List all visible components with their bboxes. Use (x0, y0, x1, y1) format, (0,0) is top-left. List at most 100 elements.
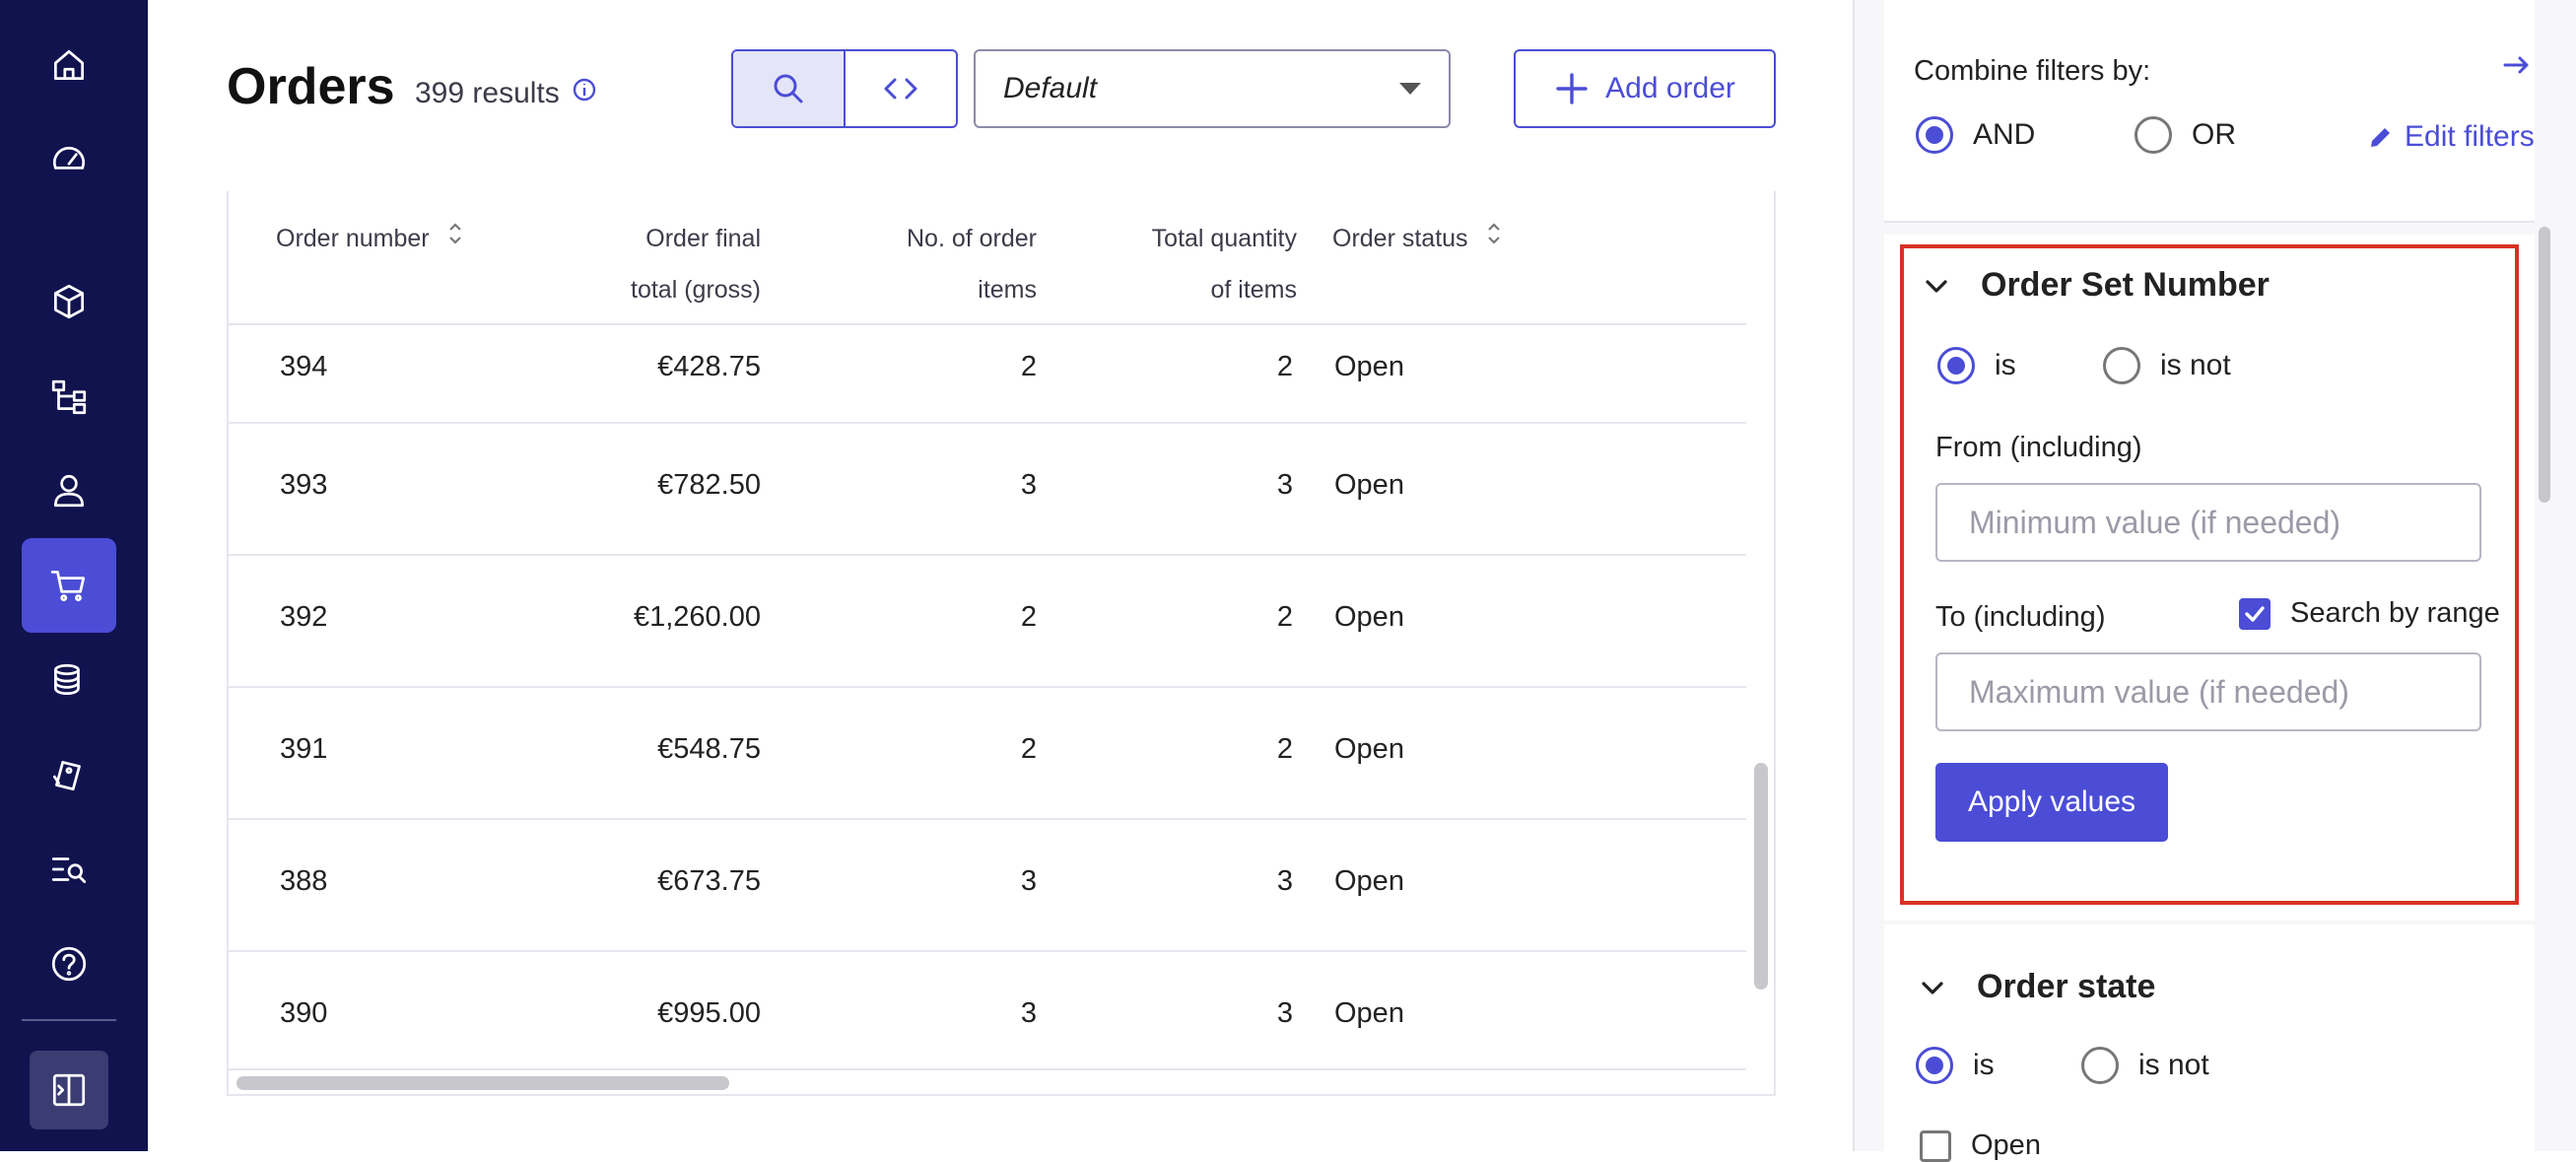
table-scroll-track (229, 1068, 1746, 1070)
check-icon (2245, 605, 2265, 622)
search-list-icon (51, 857, 87, 883)
cell-order-number: 392 (280, 601, 328, 633)
collapse-sidebar-button[interactable] (30, 1051, 108, 1129)
panel-divider (1853, 0, 1855, 1151)
add-order-label: Add order (1605, 72, 1735, 104)
view-select[interactable]: Default (974, 49, 1451, 128)
panel-scrollbar[interactable] (2539, 227, 2550, 503)
plus-icon (1556, 73, 1588, 104)
cell-order-status: Open (1334, 733, 1404, 765)
cell-order-items: 2 (1020, 733, 1037, 765)
column-order-number[interactable]: Order number (276, 213, 464, 265)
radio-is-dot (1937, 347, 1975, 384)
navigation-rail (0, 0, 148, 1151)
cell-order-total: €1,260.00 (633, 601, 761, 633)
to-label: To (including) (1935, 601, 2106, 633)
radio-and[interactable]: AND (1916, 116, 2035, 154)
column-order-items[interactable]: No. of order items (906, 225, 1037, 304)
sort-icon[interactable] (446, 214, 464, 265)
code-icon (884, 78, 917, 100)
sort-icon[interactable] (1485, 214, 1503, 265)
cell-order-total: €548.75 (657, 733, 761, 765)
minimum-value-input[interactable]: Minimum value (if needed) (1935, 483, 2481, 562)
user-icon (53, 474, 85, 508)
maximum-value-input[interactable]: Maximum value (if needed) (1935, 652, 2481, 731)
radio-is-not[interactable]: is not (2103, 347, 2231, 384)
cell-order-number: 390 (280, 997, 328, 1029)
chevron-down-icon (1399, 83, 1421, 95)
cell-total-quantity: 3 (1276, 865, 1293, 897)
filter-order-set-number: Order Set Number is is not From (includi… (1884, 235, 2535, 921)
cell-total-quantity: 2 (1276, 733, 1293, 765)
apply-values-button[interactable]: Apply values (1935, 763, 2168, 842)
view-select-value: Default (1003, 72, 1098, 104)
chevron-down-icon (1922, 981, 1943, 994)
hierarchy-icon (51, 379, 87, 415)
cell-order-status: Open (1334, 997, 1404, 1029)
table-row[interactable]: 388 €673.75 3 3 Open (229, 820, 1746, 952)
radio-is[interactable]: is (1937, 347, 2016, 384)
cell-order-status: Open (1334, 865, 1404, 897)
radio-or-dot (2135, 116, 2172, 154)
table-row[interactable]: 390 €995.00 3 3 Open (229, 952, 1746, 1068)
table-header: Order number Order final total (gross) N… (229, 191, 1746, 325)
search-mode-button[interactable] (733, 51, 846, 126)
box-icon (53, 284, 85, 319)
search-by-range-checkbox[interactable]: Search by range (2239, 597, 2500, 630)
code-mode-button[interactable] (846, 51, 956, 126)
cell-total-quantity: 2 (1276, 351, 1293, 382)
pencil-icon (2371, 128, 2390, 147)
nav-finance[interactable] (22, 633, 116, 727)
radio-or[interactable]: OR (2135, 116, 2236, 154)
column-total-quantity[interactable]: Total quantity of items (1151, 225, 1297, 304)
add-order-button[interactable]: Add order (1514, 49, 1776, 128)
radio-is-not-dot (2081, 1047, 2119, 1084)
table-row[interactable]: 391 €548.75 2 2 Open (229, 688, 1746, 820)
table-row[interactable]: 392 €1,260.00 2 2 Open (229, 556, 1746, 688)
cell-order-items: 2 (1020, 351, 1037, 382)
radio-and-dot (1916, 116, 1953, 154)
info-icon[interactable] (572, 77, 597, 110)
cell-order-items: 3 (1020, 997, 1037, 1029)
nav-hierarchy[interactable] (22, 349, 116, 444)
cell-order-items: 3 (1020, 865, 1037, 897)
table-row[interactable]: 394 €428.75 2 2 Open (229, 325, 1746, 424)
radio-is[interactable]: is (1916, 1047, 1995, 1084)
cell-order-total: €995.00 (657, 997, 761, 1029)
cell-order-total: €428.75 (657, 351, 761, 382)
from-label: From (including) (1935, 432, 2142, 463)
edit-filters-link[interactable]: Edit filters (2367, 120, 2535, 154)
filter-order-set-number-header[interactable]: Order Set Number (1920, 266, 2270, 305)
nav-search[interactable] (22, 822, 116, 917)
arrow-right-icon (2503, 56, 2529, 74)
nav-help[interactable] (22, 917, 116, 1011)
nav-customers[interactable] (22, 444, 116, 538)
nav-promotions[interactable] (22, 727, 116, 822)
home-icon (53, 49, 85, 81)
nav-dashboard[interactable] (22, 112, 116, 207)
close-panel-button[interactable] (2501, 49, 2533, 86)
radio-is-not[interactable]: is not (2081, 1047, 2209, 1084)
filter-order-state-header[interactable]: Order state (1916, 968, 2155, 1006)
column-order-status[interactable]: Order status (1332, 213, 1503, 265)
view-mode-toggle (731, 49, 958, 128)
orders-table: Order number Order final total (gross) N… (227, 191, 1776, 1096)
cell-order-number: 394 (280, 351, 328, 382)
table-row[interactable]: 393 €782.50 3 3 Open (229, 424, 1746, 556)
column-order-total[interactable]: Order final total (gross) (631, 225, 761, 304)
order-state-open-checkbox[interactable]: Open (1920, 1129, 2041, 1162)
nav-home[interactable] (22, 18, 116, 112)
nav-orders[interactable] (22, 538, 116, 633)
cell-order-status: Open (1334, 469, 1404, 501)
cell-order-number: 393 (280, 469, 328, 501)
filter-order-state: Order state is is not Open (1884, 924, 2535, 1162)
cell-total-quantity: 3 (1276, 469, 1293, 501)
nav-products[interactable] (22, 254, 116, 349)
table-horizontal-scrollbar[interactable] (237, 1076, 729, 1090)
dashboard-icon (52, 146, 86, 170)
cell-order-total: €673.75 (657, 865, 761, 897)
table-vertical-scrollbar[interactable] (1754, 763, 1768, 990)
search-icon (774, 74, 803, 103)
combine-filters-section: Combine filters by: AND OR Edit filters (1884, 0, 2535, 223)
checkbox-checked (2239, 597, 2271, 630)
